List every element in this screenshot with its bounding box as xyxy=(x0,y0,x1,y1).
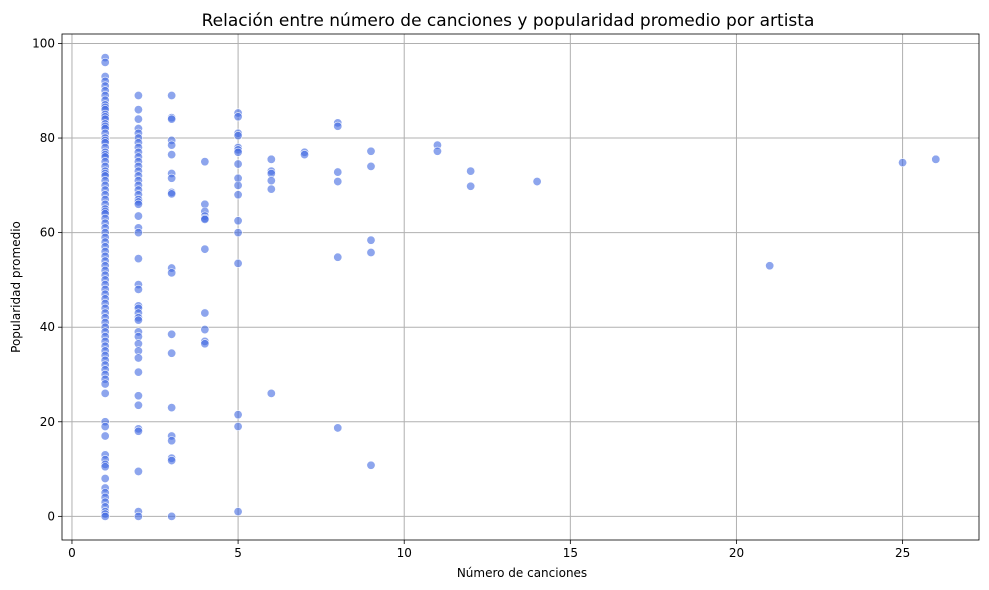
data-point xyxy=(266,388,276,398)
data-point xyxy=(532,177,542,187)
data-point xyxy=(366,161,376,171)
data-point xyxy=(133,466,143,476)
data-point xyxy=(432,146,442,156)
data-point xyxy=(167,173,177,183)
data-point xyxy=(167,268,177,278)
data-point xyxy=(100,431,110,441)
data-point xyxy=(233,258,243,268)
y-tick-label: 60 xyxy=(40,226,55,240)
data-point xyxy=(133,254,143,264)
data-point xyxy=(100,462,110,472)
data-point xyxy=(898,158,908,168)
data-point xyxy=(100,511,110,521)
data-point xyxy=(167,114,177,124)
x-tick-label: 20 xyxy=(729,546,744,560)
data-point xyxy=(133,367,143,377)
data-point xyxy=(133,199,143,209)
grid xyxy=(62,34,979,540)
data-point xyxy=(366,247,376,257)
chart-title: Relación entre número de canciones y pop… xyxy=(202,11,815,31)
data-point xyxy=(167,436,177,446)
data-point xyxy=(233,147,243,157)
data-point xyxy=(333,423,343,433)
plot-frame xyxy=(61,33,980,541)
data-point xyxy=(167,150,177,160)
data-point xyxy=(133,353,143,363)
data-point xyxy=(133,511,143,521)
data-point xyxy=(765,261,775,271)
data-point xyxy=(133,114,143,124)
data-point xyxy=(266,176,276,186)
x-axis: 0 5 10 15 20 25 xyxy=(68,540,910,560)
data-point xyxy=(133,391,143,401)
data-point xyxy=(466,181,476,191)
data-point xyxy=(167,90,177,100)
y-tick-label: 40 xyxy=(40,320,55,334)
data-point xyxy=(133,228,143,238)
data-point xyxy=(167,140,177,150)
data-point xyxy=(200,244,210,254)
data-point xyxy=(133,90,143,100)
data-point xyxy=(931,154,941,164)
y-axis: 0 20 40 60 80 100 xyxy=(32,36,62,523)
data-point xyxy=(167,348,177,358)
data-point xyxy=(100,422,110,432)
data-point xyxy=(366,235,376,245)
y-tick-label: 80 xyxy=(40,131,55,145)
data-point xyxy=(233,422,243,432)
data-point xyxy=(133,400,143,410)
data-point xyxy=(266,184,276,194)
data-point xyxy=(233,159,243,169)
data-point xyxy=(167,403,177,413)
data-point xyxy=(200,214,210,224)
data-point xyxy=(200,157,210,167)
data-point xyxy=(100,388,110,398)
data-point xyxy=(366,460,376,470)
data-point xyxy=(233,228,243,238)
data-point xyxy=(466,166,476,176)
data-point xyxy=(167,189,177,199)
x-tick-label: 0 xyxy=(68,546,76,560)
data-point xyxy=(233,112,243,122)
data-point xyxy=(233,216,243,226)
data-point xyxy=(100,379,110,389)
x-tick-label: 25 xyxy=(895,546,910,560)
data-point xyxy=(233,507,243,517)
data-point xyxy=(200,308,210,318)
data-point xyxy=(100,57,110,67)
data-point xyxy=(167,329,177,339)
data-point xyxy=(100,474,110,484)
y-axis-label: Popularidad promedio xyxy=(9,221,23,353)
data-point xyxy=(200,325,210,335)
data-point xyxy=(333,177,343,187)
data-point xyxy=(233,190,243,200)
data-point xyxy=(133,315,143,325)
x-tick-label: 15 xyxy=(563,546,578,560)
x-axis-label: Número de canciones xyxy=(457,566,587,580)
y-tick-label: 100 xyxy=(32,36,55,50)
data-point xyxy=(133,284,143,294)
data-point xyxy=(333,167,343,177)
data-point xyxy=(133,426,143,436)
data-point xyxy=(333,252,343,262)
x-tick-label: 10 xyxy=(397,546,412,560)
data-point xyxy=(167,511,177,521)
data-point xyxy=(133,211,143,221)
data-point xyxy=(233,410,243,420)
data-point xyxy=(300,150,310,160)
data-point xyxy=(233,180,243,190)
data-point xyxy=(366,146,376,156)
data-point xyxy=(167,456,177,466)
y-tick-label: 20 xyxy=(40,415,55,429)
data-point xyxy=(266,154,276,164)
data-point xyxy=(133,105,143,115)
data-point xyxy=(333,121,343,131)
data-point xyxy=(200,339,210,349)
x-tick-label: 5 xyxy=(234,546,242,560)
data-point xyxy=(233,131,243,141)
y-tick-label: 0 xyxy=(47,509,55,523)
data-points xyxy=(100,53,941,521)
